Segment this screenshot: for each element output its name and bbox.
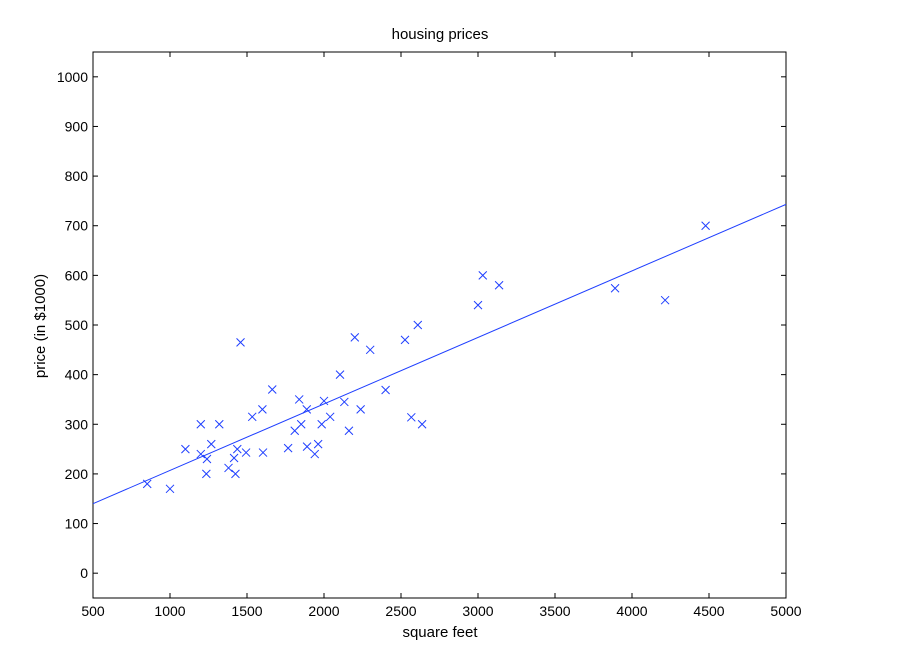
data-point bbox=[283, 443, 293, 453]
data-point bbox=[350, 333, 360, 342]
data-point bbox=[417, 419, 427, 429]
data-point bbox=[247, 412, 257, 422]
data-point bbox=[294, 395, 304, 404]
data-point bbox=[258, 448, 268, 457]
y-tick-label: 400 bbox=[65, 367, 89, 383]
data-point bbox=[701, 221, 710, 231]
y-tick-label: 500 bbox=[65, 317, 89, 333]
data-point bbox=[365, 345, 375, 355]
y-tick-label: 300 bbox=[65, 416, 89, 432]
data-point bbox=[258, 405, 267, 414]
data-point bbox=[356, 405, 366, 414]
y-tick-label: 1000 bbox=[57, 69, 88, 85]
y-tick-label: 200 bbox=[65, 466, 89, 482]
data-point bbox=[296, 419, 306, 429]
axes-frame bbox=[92, 51, 787, 599]
data-point bbox=[236, 338, 245, 347]
data-point bbox=[232, 444, 242, 454]
data-point bbox=[241, 448, 251, 457]
data-point bbox=[310, 449, 320, 459]
data-point bbox=[319, 396, 329, 406]
x-tick-label: 1500 bbox=[231, 603, 262, 619]
data-point bbox=[344, 426, 354, 436]
data-point bbox=[142, 479, 152, 489]
x-tick-label: 3500 bbox=[539, 603, 570, 619]
data-point bbox=[302, 442, 312, 451]
data-point bbox=[267, 385, 277, 394]
data-point bbox=[202, 454, 212, 464]
x-tick-label: 5000 bbox=[770, 603, 801, 619]
x-tick-label: 1000 bbox=[154, 603, 185, 619]
x-tick-label: 3000 bbox=[462, 603, 493, 619]
data-point bbox=[302, 405, 312, 414]
data-point bbox=[206, 439, 216, 449]
data-point bbox=[231, 469, 240, 479]
y-tick-label: 0 bbox=[80, 565, 88, 581]
y-tick-label: 800 bbox=[65, 168, 89, 184]
data-point bbox=[381, 385, 390, 395]
x-tick-label: 4500 bbox=[693, 603, 724, 619]
y-tick-label: 100 bbox=[65, 516, 89, 532]
data-point bbox=[478, 271, 488, 280]
chart-title: housing prices bbox=[392, 26, 489, 43]
data-point bbox=[406, 412, 416, 422]
data-point bbox=[335, 370, 345, 379]
data-point bbox=[325, 412, 335, 422]
y-tick-label: 600 bbox=[65, 267, 89, 283]
data-point bbox=[165, 484, 175, 494]
data-point bbox=[196, 419, 206, 429]
x-tick-label: 4000 bbox=[616, 603, 647, 619]
data-point bbox=[196, 449, 206, 459]
data-point bbox=[400, 335, 410, 345]
data-point bbox=[224, 463, 233, 473]
data-point bbox=[229, 453, 239, 463]
data-point bbox=[339, 397, 349, 407]
data-point bbox=[214, 419, 224, 429]
data-point bbox=[660, 295, 670, 305]
data-point bbox=[317, 419, 327, 429]
data-point bbox=[494, 280, 504, 290]
y-tick-label: 700 bbox=[65, 218, 89, 234]
y-axis-label: price (in $1000) bbox=[32, 274, 49, 378]
data-point bbox=[201, 469, 211, 479]
x-tick-label: 2500 bbox=[385, 603, 416, 619]
y-tick-label: 900 bbox=[65, 118, 89, 134]
x-axis-label: square feet bbox=[402, 624, 478, 641]
data-point bbox=[610, 283, 620, 293]
data-point bbox=[473, 300, 483, 310]
plot-area: 500 1000 1500 2000 2500 3000 3500 4000 4500 5000 0… bbox=[57, 51, 802, 619]
data-point bbox=[181, 444, 190, 454]
x-tick-label: 500 bbox=[81, 603, 105, 619]
data-point bbox=[413, 320, 423, 330]
regression-line bbox=[92, 203, 787, 505]
data-point bbox=[313, 439, 323, 449]
x-tick-label: 2000 bbox=[308, 603, 339, 619]
